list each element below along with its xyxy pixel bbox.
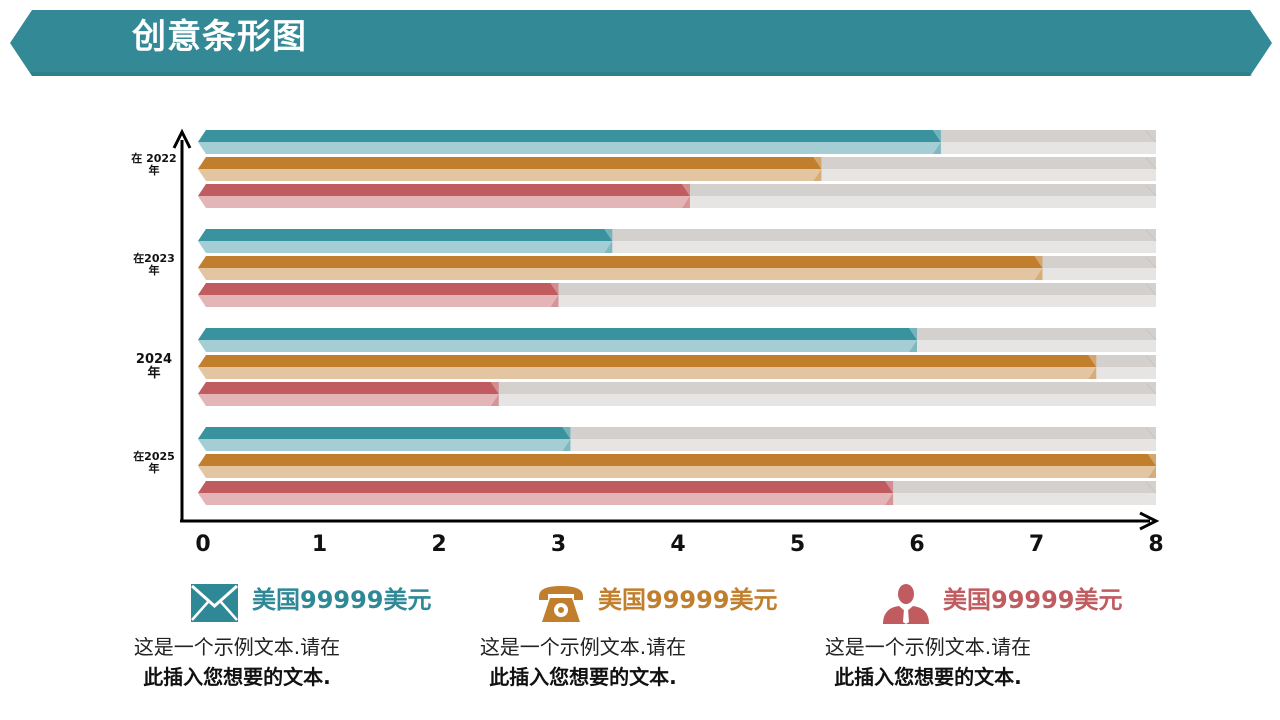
footer-heading: 美国99999美元	[252, 586, 432, 614]
bar-red	[198, 481, 894, 505]
x-tick-label: 7	[1029, 532, 1044, 557]
footer-item-email: 美国99999美元 这是一个示例文本.请在 此插入您想要的文本.	[134, 580, 520, 700]
footer-text-line1: 这是一个示例文本.请在	[479, 635, 687, 659]
category-label-line1: 在2025	[133, 450, 175, 463]
footer-text-line2: 此插入您想要的文本.	[834, 665, 1022, 689]
category-label-2023: 在2023 年	[131, 253, 177, 277]
category-label-2024: 2024 年	[131, 353, 177, 381]
bar-red	[198, 382, 499, 406]
person-icon	[883, 584, 929, 624]
footer-text-line1: 这是一个示例文本.请在	[824, 635, 1032, 659]
bar-red	[198, 184, 690, 208]
footer-item-phone: 美国99999美元 这是一个示例文本.请在 此插入您想要的文本.	[480, 580, 866, 700]
category-label-2025: 在2025 年	[131, 451, 177, 475]
page-title: 创意条形图	[132, 17, 307, 57]
footer-text-line1: 这是一个示例文本.请在	[133, 635, 341, 659]
bar-red	[198, 283, 559, 307]
footer-text: 这是一个示例文本.请在 此插入您想要的文本.	[418, 632, 748, 692]
category-label-line1: 在2023	[133, 252, 175, 265]
footer-item-person: 美国99999美元 这是一个示例文本.请在 此插入您想要的文本.	[825, 580, 1211, 700]
x-tick-label: 1	[312, 532, 327, 557]
footer-text: 这是一个示例文本.请在 此插入您想要的文本.	[72, 632, 402, 692]
category-label-line2: 年	[148, 164, 160, 177]
category-label-2022: 在 2022 年	[131, 153, 177, 177]
category-label-line1: 在 2022	[131, 152, 177, 165]
footer-text-line2: 此插入您想要的文本.	[489, 665, 677, 689]
x-axis-arrow	[1139, 511, 1160, 531]
category-label-line2: 年	[147, 366, 161, 381]
x-tick-label: 6	[909, 532, 924, 557]
category-label-line1: 2024	[135, 352, 173, 367]
banner-shape	[10, 10, 1272, 76]
title-banner	[10, 10, 1272, 76]
bar-orange	[198, 454, 1156, 478]
category-label-line2: 年	[148, 264, 160, 277]
x-tick-label: 2	[431, 532, 446, 557]
footer-heading: 美国99999美元	[943, 586, 1123, 614]
bar-teal	[198, 328, 917, 352]
footer-text-line2: 此插入您想要的文本.	[143, 665, 331, 689]
y-axis-arrow	[172, 128, 192, 149]
x-tick-label: 8	[1148, 532, 1163, 557]
bar-teal	[198, 130, 941, 154]
category-label-line2: 年	[148, 462, 160, 475]
bar-orange	[198, 157, 822, 181]
x-tick-label: 0	[195, 532, 210, 557]
x-tick-label: 3	[551, 532, 566, 557]
bar-orange	[198, 355, 1097, 379]
phone-icon	[539, 586, 583, 622]
x-tick-label: 4	[670, 532, 685, 557]
bar-teal	[198, 427, 571, 451]
x-tick-label: 5	[790, 532, 805, 557]
bar-teal	[198, 229, 613, 253]
envelope-icon	[191, 584, 238, 622]
bar-orange	[198, 256, 1043, 280]
footer-heading: 美国99999美元	[598, 586, 778, 614]
footer-text: 这是一个示例文本.请在 此插入您想要的文本.	[763, 632, 1093, 692]
